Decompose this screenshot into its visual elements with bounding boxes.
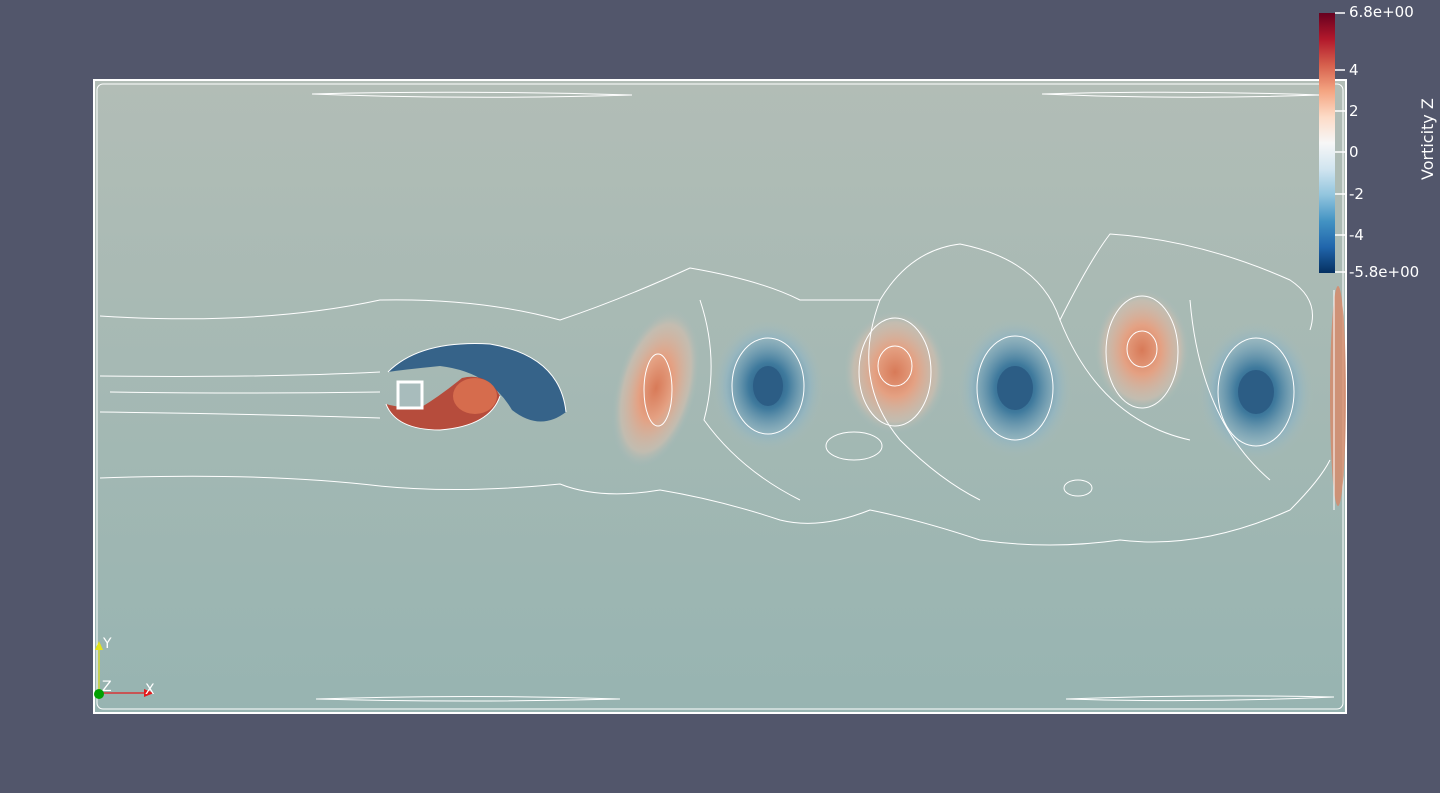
vortex-street: [611, 286, 1346, 510]
square-cylinder: [396, 380, 424, 410]
colorbar-ticks: [1335, 12, 1345, 273]
vortex-blob: [611, 308, 701, 468]
colorbar-tick-label: 0: [1349, 143, 1359, 161]
vortex-blob: [843, 310, 947, 434]
colorbar-tick-label: 2: [1349, 102, 1359, 120]
colorbar-tick-label: -4: [1349, 226, 1364, 244]
colorbar-min-label: -5.8e+00: [1349, 263, 1420, 281]
colorbar-tick-label: -2: [1349, 185, 1364, 203]
axis-x-label: X: [145, 682, 155, 698]
colorbar-title: Vorticity Z: [1418, 98, 1437, 180]
colorbar-max-label: 6.8e+00: [1349, 3, 1414, 21]
vortex-blob: [1330, 286, 1346, 506]
orientation-axes-widget: [94, 641, 154, 699]
vortex-blob: [1094, 288, 1190, 412]
colorbar-tick-label: 4: [1349, 61, 1359, 79]
axis-y-label: Y: [103, 636, 112, 652]
axis-z-label: Z: [102, 679, 112, 695]
colorbar: [1319, 13, 1335, 273]
